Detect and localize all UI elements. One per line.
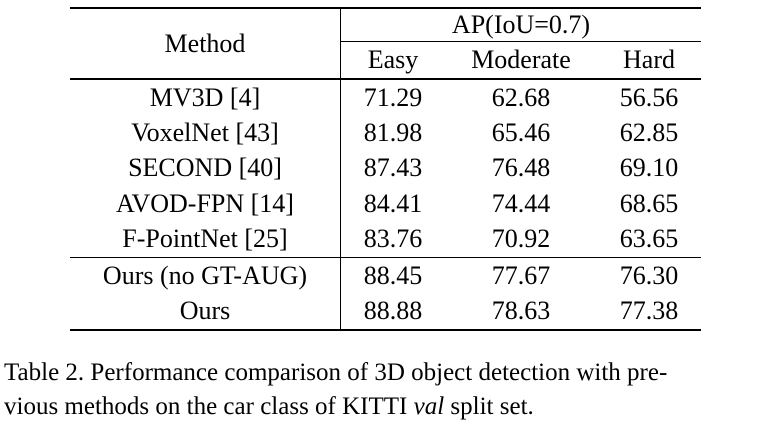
moderate-cell: 76.48 xyxy=(491,153,551,183)
table-caption: Table 2. Performance comparison of 3D ob… xyxy=(4,356,774,424)
method-cell: F-PointNet [25] xyxy=(70,221,341,258)
easy-cell: 71.29 xyxy=(340,77,445,116)
table-row: MV3D [4] 71.29 62.68 56.56 xyxy=(70,77,701,116)
moderate-cell: 77.67 xyxy=(445,256,597,294)
hard-cell: 68.65 xyxy=(619,188,679,218)
hard-cell: 62.85 xyxy=(619,118,679,148)
method-header: Method xyxy=(70,7,341,79)
method-cell: Ours (no GT-AUG) xyxy=(70,256,341,294)
table-header-row: Method AP(IoU=0.7) xyxy=(70,7,701,79)
hard-cell: 56.56 xyxy=(597,77,701,116)
table-subheader-row: Easy Moderate Hard xyxy=(70,42,701,80)
moderate-cell: 62.68 xyxy=(445,77,597,116)
easy-cell: 87.43 xyxy=(363,153,423,183)
easy-cell: 88.45 xyxy=(340,256,445,294)
results-table: Method AP(IoU=0.7) Easy Moderate Hard MV… xyxy=(70,7,701,331)
caption-line-1: Table 2. Performance comparison of 3D ob… xyxy=(4,359,668,386)
table-row: F-PointNet [25] 83.76 70.92 63.65 xyxy=(70,221,701,258)
table-row: Ours (no GT-AUG) 88.45 77.67 76.30 xyxy=(70,256,701,294)
method-cell: SECOND [40] xyxy=(70,150,341,187)
table-row: VoxelNet [43] 81.98 65.46 62.85 xyxy=(70,115,701,151)
method-cell: AVOD-FPN [14] xyxy=(70,186,341,222)
ap-group-header: AP(IoU=0.7) xyxy=(340,7,701,42)
column-header-hard: Hard xyxy=(623,45,675,74)
method-cell: VoxelNet [43] xyxy=(70,115,341,151)
easy-cell-best: 88.88 xyxy=(340,293,445,331)
caption-italic-text: val xyxy=(413,393,445,420)
column-header-moderate: Moderate xyxy=(471,45,571,74)
moderate-cell: 65.46 xyxy=(491,118,551,148)
table-row: Ours 88.88 78.63 77.38 xyxy=(70,293,701,331)
moderate-cell-best: 78.63 xyxy=(445,293,597,331)
hard-cell: 69.10 xyxy=(619,153,679,183)
caption-line-2: vious methods on the car class of KITTI … xyxy=(4,390,774,424)
moderate-cell: 70.92 xyxy=(491,224,551,254)
method-cell: Ours xyxy=(70,293,341,331)
easy-cell: 84.41 xyxy=(363,188,423,218)
table-row: SECOND [40] 87.43 76.48 69.10 xyxy=(70,150,701,187)
hard-cell: 76.30 xyxy=(597,256,701,294)
column-header-easy: Easy xyxy=(367,45,419,74)
easy-cell: 83.76 xyxy=(363,224,423,254)
method-cell: MV3D [4] xyxy=(70,77,341,116)
table-row: AVOD-FPN [14] 84.41 74.44 68.65 xyxy=(70,186,701,222)
easy-cell: 81.98 xyxy=(363,118,423,148)
caption-text-end: split set. xyxy=(444,393,534,420)
hard-cell: 63.65 xyxy=(619,224,679,254)
hard-cell-best: 77.38 xyxy=(597,293,701,331)
moderate-cell: 74.44 xyxy=(491,188,551,218)
caption-text: vious methods on the car class of KITTI xyxy=(4,393,414,420)
